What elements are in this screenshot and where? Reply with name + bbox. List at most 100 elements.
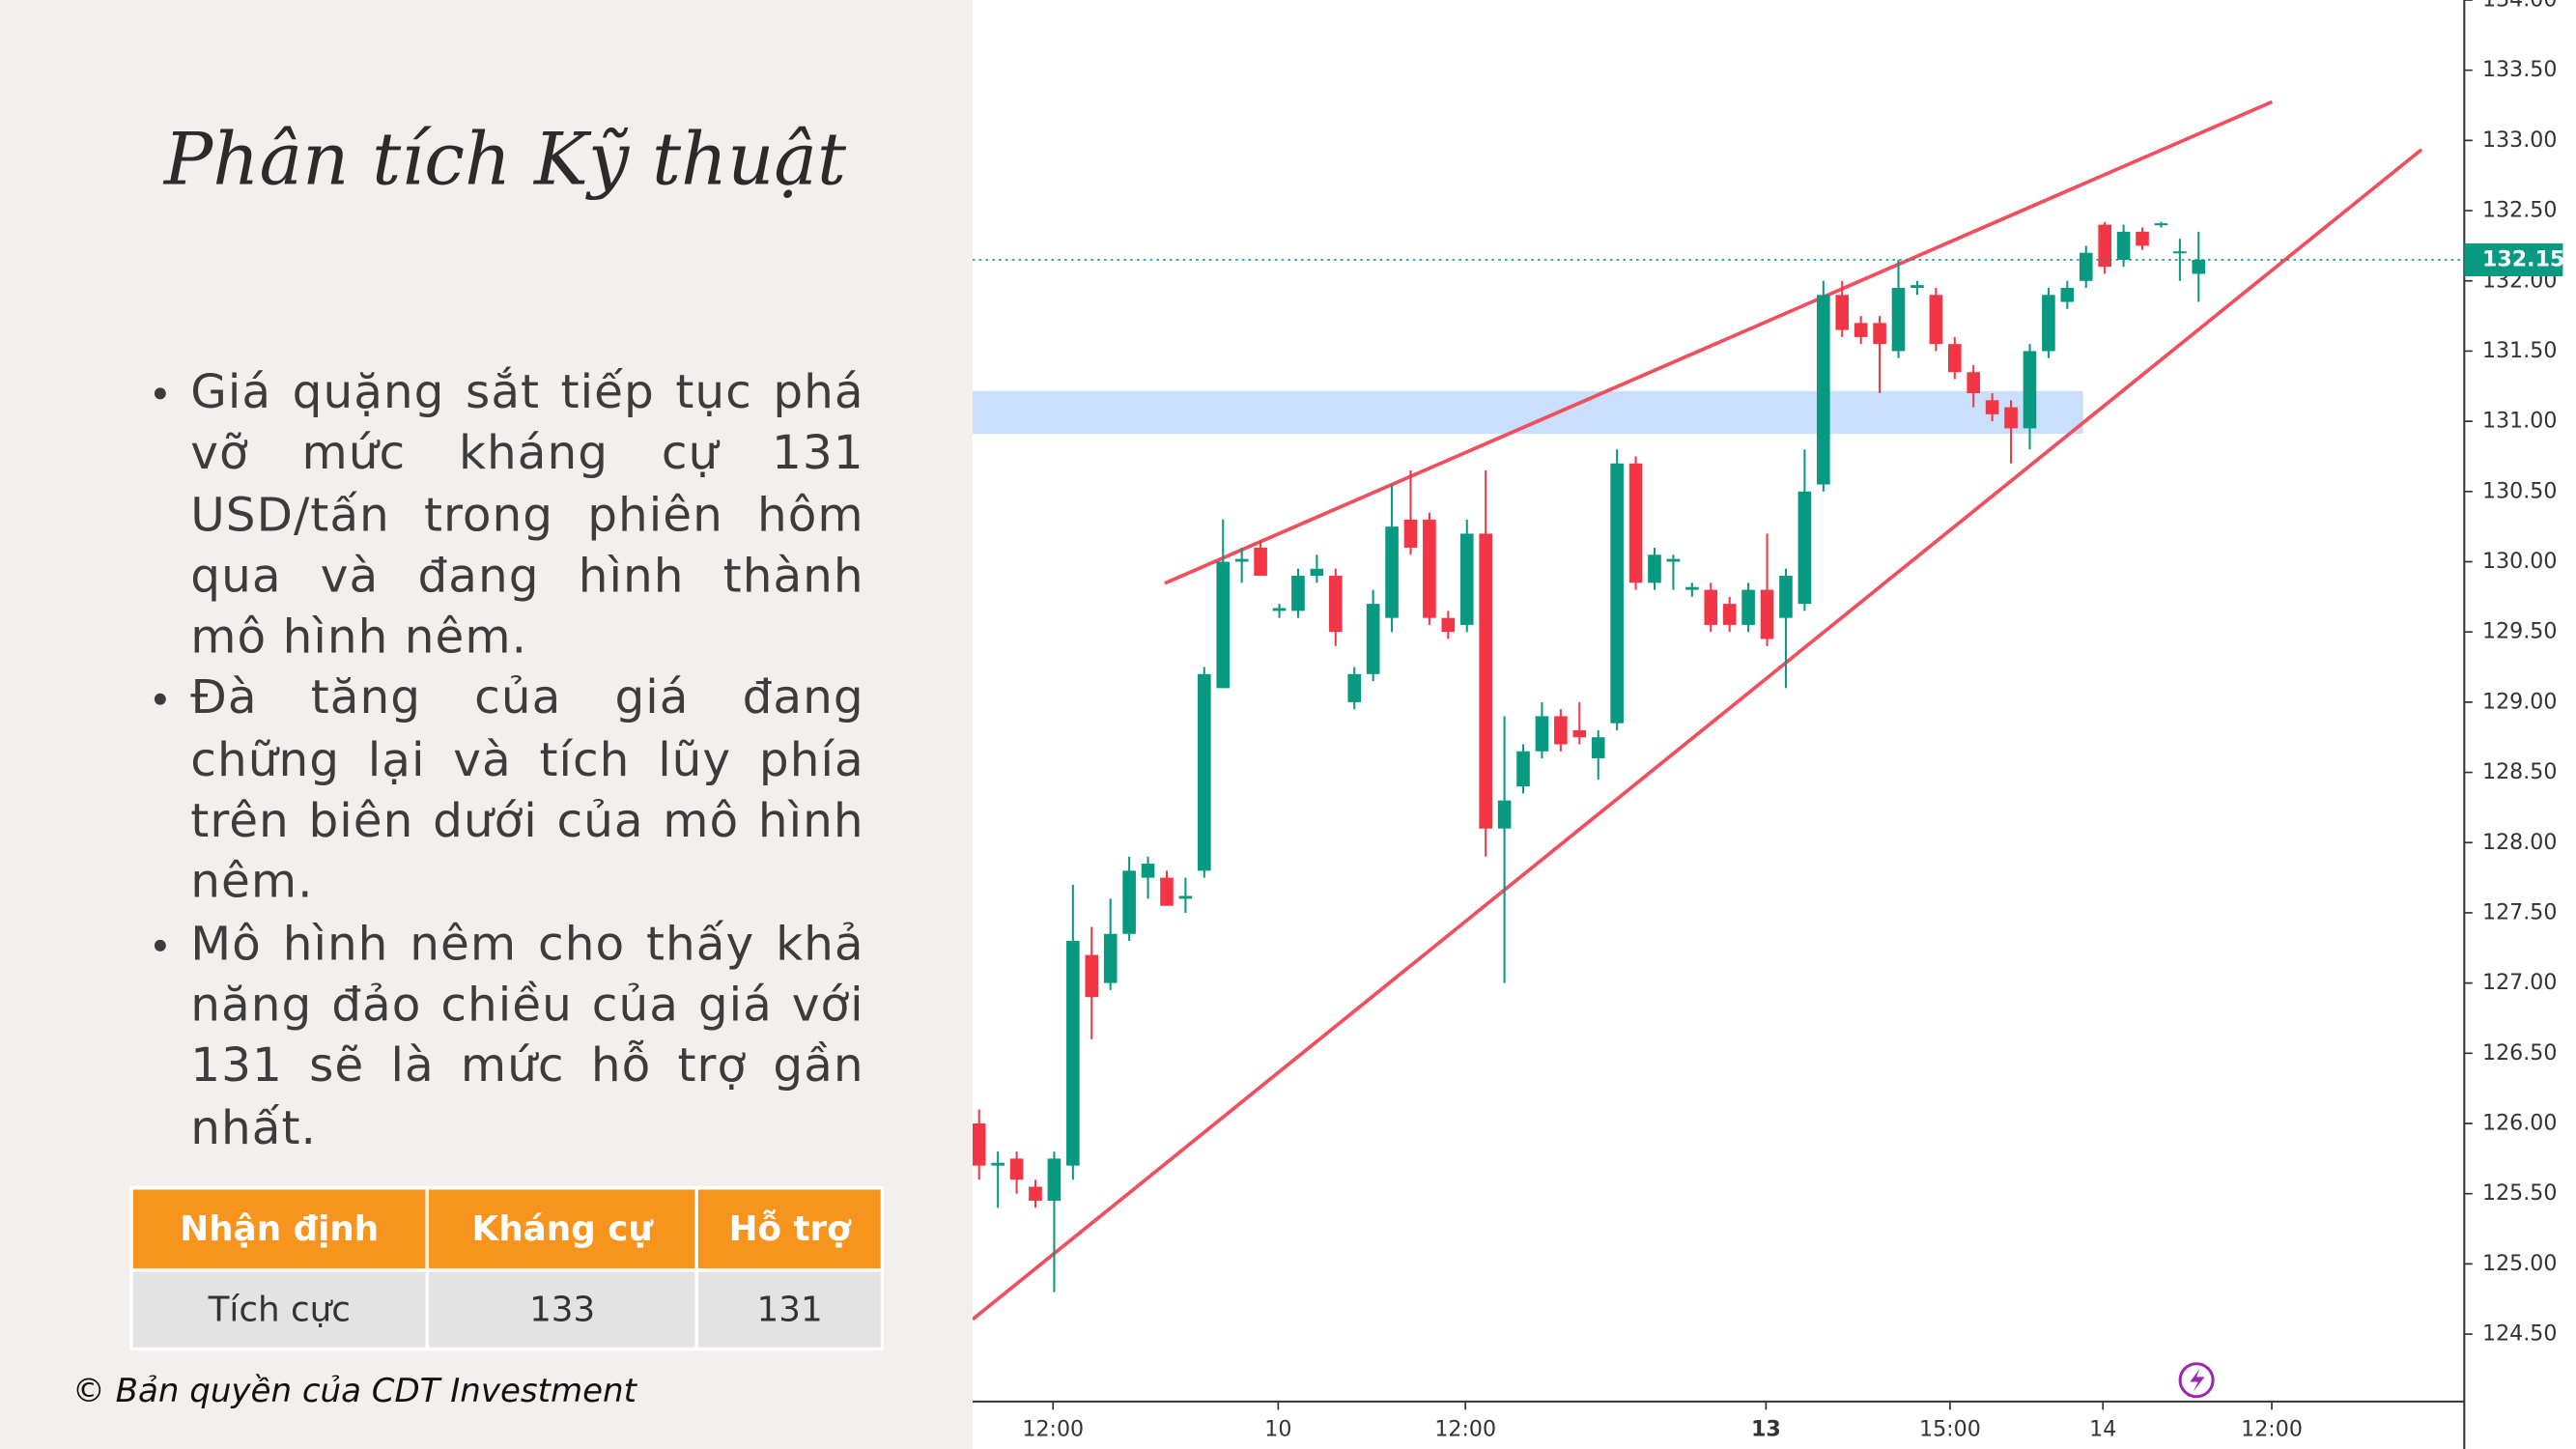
lightning-icon[interactable] <box>2178 1362 2215 1399</box>
candle-body <box>1216 561 1231 689</box>
x-tick-label: 10 <box>1264 1416 1291 1441</box>
candle-body <box>1347 673 1362 702</box>
y-tick-label: 126.00 <box>2482 1111 2557 1136</box>
candle-body <box>1310 568 1324 577</box>
candle-body <box>1366 604 1380 674</box>
candle-body <box>1798 491 1812 605</box>
candle-body <box>2079 252 2093 281</box>
candle-body <box>1141 864 1155 878</box>
candle-body <box>1479 533 1492 829</box>
candle-body <box>2192 259 2206 274</box>
candle-body <box>1423 519 1436 618</box>
table-cell: Tích cực <box>129 1268 430 1351</box>
table-row: Tích cực 133 131 <box>129 1268 885 1351</box>
candle-body <box>2116 231 2131 260</box>
candle-body <box>1497 800 1512 829</box>
candle-body <box>991 1162 1005 1166</box>
y-tick-label: 133.50 <box>2482 57 2557 82</box>
candle-body <box>1178 895 1193 899</box>
y-tick-label: 134.00 <box>2482 0 2557 13</box>
candle-body <box>2098 224 2111 268</box>
y-tick-label: 127.00 <box>2482 970 2557 995</box>
candle-body <box>1403 519 1418 548</box>
candle-body <box>1272 608 1287 611</box>
candle-body <box>1947 344 1962 373</box>
candle-body <box>1854 323 1868 337</box>
table-body: Tích cực 133 131 <box>129 1268 885 1351</box>
candle-body <box>1328 576 1343 633</box>
x-tick-label: 12:00 <box>1434 1416 1496 1441</box>
candle-body <box>2023 351 2037 429</box>
text-panel: Phân tích Kỹ thuật Giá quặng sắt tiếp tụ… <box>0 0 973 1449</box>
x-tick-label: 14 <box>2089 1416 2116 1441</box>
y-tick-label: 128.00 <box>2482 830 2557 855</box>
candle-body <box>1873 323 1886 345</box>
candle-body <box>1198 673 1211 871</box>
last-price-box <box>2464 242 2563 276</box>
y-tick-label: 125.00 <box>2482 1251 2557 1276</box>
candle-body <box>1685 586 1699 590</box>
candle-body <box>1047 1158 1062 1201</box>
candle-body <box>1103 933 1118 983</box>
header-cell: Hỗ trợ <box>695 1186 885 1272</box>
candle-body <box>1516 751 1530 787</box>
table-cell: 131 <box>695 1268 885 1351</box>
candle-body <box>1835 295 1850 330</box>
candle-body <box>1085 954 1099 998</box>
candle-body <box>1610 463 1624 724</box>
candle-body <box>2060 288 2075 302</box>
x-tick-label: 15:00 <box>1919 1416 1981 1441</box>
y-tick-label: 124.50 <box>2482 1321 2557 1347</box>
candle-body <box>1459 533 1474 625</box>
candle-body <box>2154 223 2168 226</box>
header-cell: Kháng cự <box>425 1186 699 1272</box>
candle-body <box>972 1123 986 1166</box>
candle-body <box>2136 231 2149 246</box>
copyright: © Bản quyền của CDT Investment <box>71 1370 637 1410</box>
candle-body <box>1722 604 1737 625</box>
last-price-label: 132.15 <box>2482 246 2564 271</box>
candle-body <box>1760 589 1774 639</box>
candle-body <box>1385 526 1399 618</box>
bullet-list: Giá quặng sắt tiếp tục phá vỡ mức kháng … <box>151 361 863 1158</box>
candle-body <box>1009 1158 1024 1180</box>
x-tick-label: 12:00 <box>2241 1416 2303 1441</box>
candle-body <box>1291 576 1305 611</box>
summary-table: Nhận định Kháng cự Hỗ trợ Tích cực 133 131 <box>129 1186 885 1351</box>
candle-body <box>1591 737 1605 759</box>
y-tick-label: 129.00 <box>2482 689 2557 714</box>
x-tick-label: 13 <box>1751 1416 1781 1441</box>
table-cell: 133 <box>425 1268 699 1351</box>
candle-body <box>1254 547 1267 577</box>
candle-body <box>1985 400 1999 414</box>
candle-body <box>2173 251 2187 254</box>
candle-body <box>1929 295 1943 345</box>
lightning-glyph <box>2190 1368 2205 1392</box>
y-tick-label: 132.50 <box>2482 198 2557 223</box>
candle-body <box>1704 589 1718 625</box>
bullet: Giá quặng sắt tiếp tục phá vỡ mức kháng … <box>151 361 863 668</box>
y-tick-label: 131.50 <box>2482 338 2557 363</box>
y-tick-label: 127.50 <box>2482 899 2557 924</box>
table-header: Nhận định Kháng cự Hỗ trợ <box>129 1186 885 1272</box>
candle-body <box>1535 716 1549 752</box>
candle-body <box>1741 589 1755 625</box>
candle-body <box>1572 729 1587 738</box>
candle-body <box>2004 407 2018 429</box>
y-tick-label: 130.00 <box>2482 549 2557 574</box>
header-cell: Nhận định <box>129 1186 430 1272</box>
candle-body <box>1967 372 1981 394</box>
candle-body <box>1911 285 1924 289</box>
candle-body <box>1441 617 1456 633</box>
candle-body <box>1066 941 1080 1166</box>
lower-trendline <box>971 148 2423 1321</box>
candle-body <box>1234 558 1249 562</box>
candle-body <box>1817 295 1830 485</box>
y-tick-label: 129.50 <box>2482 619 2557 644</box>
y-tick-label: 126.50 <box>2482 1040 2557 1065</box>
y-tick-label: 133.00 <box>2482 128 2557 153</box>
x-tick-label: 12:00 <box>1022 1416 1084 1441</box>
y-tick-label: 130.50 <box>2482 478 2557 503</box>
candle-body <box>1628 463 1643 583</box>
